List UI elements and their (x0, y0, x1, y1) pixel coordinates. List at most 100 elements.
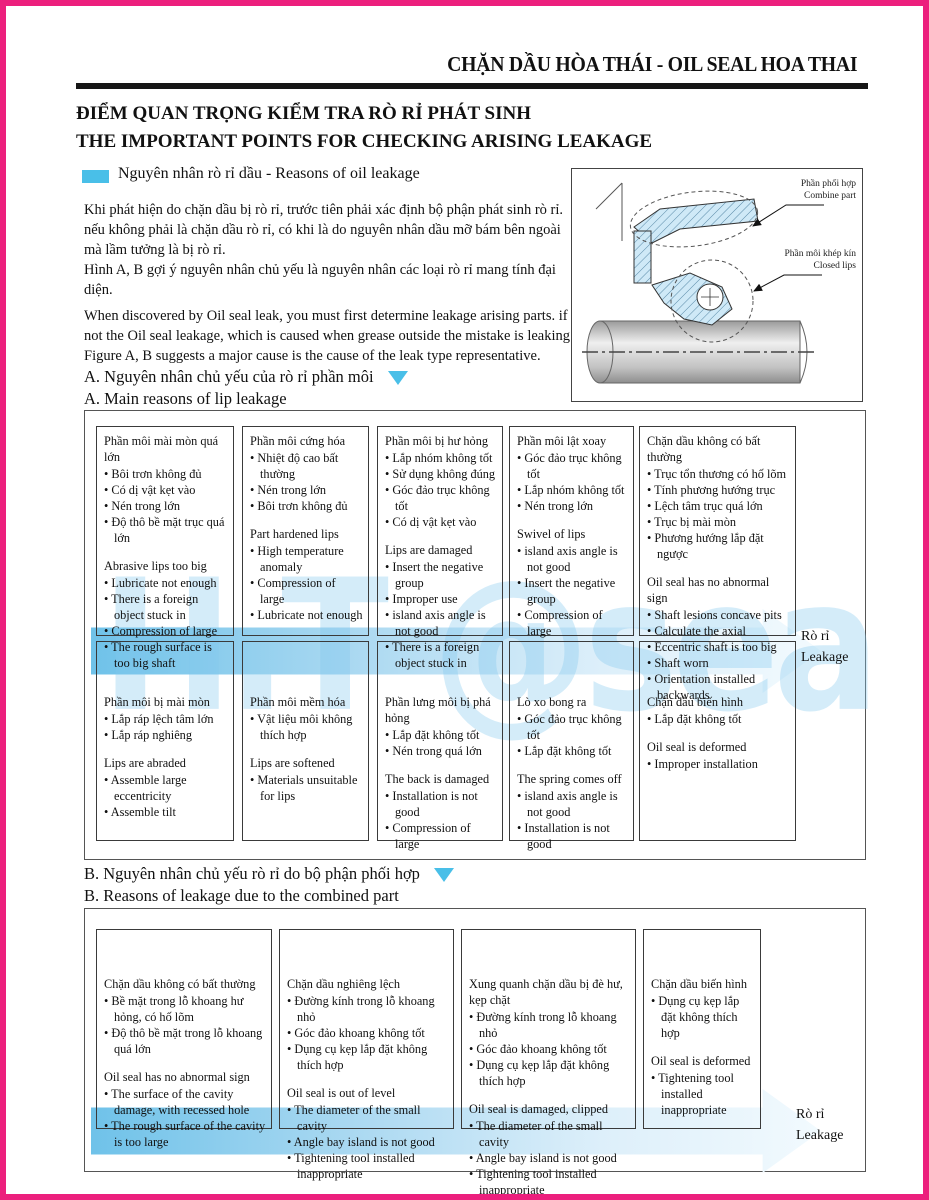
cause-item-en: • There is a foreign object stuck in (385, 639, 480, 670)
cause-item-vi: • Góc đảo trục không tốt (385, 482, 490, 513)
cause-box: Phần môi mềm hóa • Vật liệu môi không thí… (242, 641, 369, 841)
section-b-heading-en: B. Reasons of leakage due to the combine… (84, 886, 399, 905)
cause-item-en: • Compression of large (104, 623, 218, 638)
cause-item-vi: • Dụng cụ kẹp lắp đặt không thích hợp (287, 1041, 428, 1072)
cause-title-vi: Phần môi lật xoay (517, 434, 607, 448)
oil-seal-cross-section-drawing (582, 182, 824, 384)
cause-item-en: • Angle bay island is not good (469, 1150, 617, 1165)
cause-box: Phần môi bị hư hỏng • Lắp nhóm không tốt •… (377, 426, 503, 670)
cause-box: Phần môi mài mòn quá lớn • Bôi trơn không… (96, 426, 234, 670)
cause-item-vi: • Nén trong quá lớn (385, 743, 482, 758)
cause-item-vi: • Góc đảo trục không tốt (517, 711, 622, 742)
cause-item-vi: • Lắp đặt không tốt (385, 727, 480, 742)
cause-item-vi: • Góc đảo khoang không tốt (469, 1041, 607, 1056)
cause-box: Phần môi lật xoay • Góc đảo trục không tố… (509, 426, 634, 638)
cause-item-vi: • Lệch tâm trục quá lớn (647, 498, 763, 513)
cause-item-vi: • Nén trong lớn (250, 482, 327, 497)
cause-title-vi: Chặn dầu biến hình (651, 977, 747, 991)
cause-box: Chặn dầu không có bất thường • Trục tổn t… (639, 426, 796, 702)
page-title-en: THE IMPORTANT POINTS FOR CHECKING ARISIN… (76, 131, 653, 152)
cause-item-vi: • Độ thô bề mặt trục quá lớn (104, 514, 225, 545)
cause-item-vi: • Lắp đặt không tốt (517, 743, 612, 758)
cause-item-en: • Installation is not good (517, 820, 610, 851)
oil-seal-diagram: Phần phối hợp Combine part Phần môi khép… (571, 168, 863, 402)
diagram-label-combine-part: Phần phối hợp Combine part (801, 179, 856, 203)
cause-item-en: • High temperature anomaly (250, 543, 344, 574)
cause-title-en: Oil seal has no abnormal sign (647, 574, 770, 605)
cause-box: Phần lưng môi bị phá hỏng • Lắp đặt không… (377, 641, 503, 851)
cause-title-en: Lips are abraded (104, 755, 186, 770)
leakage-label-a-vi: Rò rỉ (801, 629, 830, 644)
leakage-label-a-en: Leakage (801, 650, 849, 665)
combine-part-label-en: Combine part (804, 190, 856, 201)
section-a-heading-vi-text: A. Nguyên nhân chủ yếu của rò rỉ phần mô… (84, 367, 374, 386)
leakage-label-b-vi: Rò rỉ (796, 1107, 825, 1122)
cause-item-en: • Eccentric shaft is too big (647, 639, 777, 654)
cause-item-vi: • Bôi trơn không đủ (250, 498, 348, 513)
cause-title-vi: Chặn dầu không có bất thường (104, 977, 256, 991)
cause-item-en: • Tightening tool installed inappropriat… (469, 1166, 597, 1197)
cause-item-vi: • Có dị vật kẹt vào (385, 514, 477, 529)
intro-en-line2: Figure A, B suggests a major cause is th… (84, 348, 541, 364)
cause-box: Chặn dầu không có bất thường • Bề mặt tro… (96, 929, 272, 1149)
watermark: H.T @sea (101, 541, 880, 753)
cause-item-en: • island axis angle is not good (385, 607, 486, 638)
cause-title-en: The spring comes off (517, 771, 622, 786)
cause-item-vi: • Phương hướng lắp đặt ngược (647, 530, 764, 561)
intro-paragraph-en: When discovered by Oil seal leak, you mu… (84, 306, 576, 366)
leakage-label-a: Rò rỉ Leakage (801, 626, 848, 668)
cause-item-vi: • Tính phương hướng trục (647, 482, 776, 497)
cause-item-en: • Lubricate not enough (250, 607, 363, 622)
leakage-label-b-en: Leakage (796, 1128, 844, 1143)
header-brand: CHẶN DẦU HÒA THÁI - OIL SEAL HOA THAI (446, 52, 857, 76)
cause-item-en: • Assemble tilt (104, 804, 176, 819)
cause-item-vi: • Lắp nhóm không tốt (385, 450, 493, 465)
cause-item-vi: • Nhiệt độ cao bất thường (250, 450, 339, 481)
page-title-vi: ĐIỂM QUAN TRỌNG KIỂM TRA RÒ RỈ PHÁT SINH (76, 103, 532, 124)
cause-box: Chặn dầu biến hình • Dụng cụ kẹp lắp đặt … (643, 929, 761, 1129)
cause-title-vi: Xung quanh chặn dầu bị đè hư, kẹp chặt (469, 977, 623, 1007)
section-a-heading-vi: A. Nguyên nhân chủ yếu của rò rỉ phần mô… (84, 367, 408, 387)
cause-item-en: • Shaft lesions concave pits (647, 607, 782, 622)
cause-item-vi: • Trục tổn thương có hố lõm (647, 466, 787, 481)
intro-vi-line2: Hình A, B gợi ý nguyên nhân chủ yếu là n… (84, 262, 556, 298)
cause-item-vi: • Dụng cụ kẹp lắp đặt không thích hợp (469, 1057, 610, 1088)
cause-item-en: • Insert the negative group (385, 559, 484, 590)
closed-lips-label-en: Closed lips (813, 260, 857, 271)
cause-item-vi: • Lắp ráp nghiêng (104, 727, 192, 742)
cause-item-en: • Tightening tool installed inappropriat… (651, 1070, 734, 1117)
cause-title-en: Lips are damaged (385, 542, 473, 557)
legend-swatch (82, 170, 109, 183)
cause-box: Phần môi bị mài mòn • Lắp ráp lệch tâm lớ… (96, 641, 234, 841)
cause-item-en: • Insert the negative group (517, 575, 616, 606)
cause-item-vi: • Dụng cụ kẹp lắp đặt không thích hợp (651, 993, 740, 1040)
cause-item-en: • Angle bay island is not good (287, 1134, 435, 1149)
section-a-heading-en: A. Main reasons of lip leakage (84, 389, 287, 408)
cause-item-vi: • Lắp ráp lệch tâm lớn (104, 711, 214, 726)
diagram-label-closed-lips: Phần môi khép kín Closed lips (784, 249, 856, 273)
cause-item-en: • Improper use (385, 591, 458, 606)
closed-lips-label-vi: Phần môi khép kín (784, 249, 856, 259)
cause-title-vi: Lò xo bong ra (517, 695, 587, 709)
cause-title-en: Oil seal is deformed (651, 1053, 751, 1068)
leakage-label-b: Rò rỉ Leakage (796, 1104, 843, 1146)
cause-item-en: • island axis angle is not good (517, 788, 618, 819)
cause-title-vi: Phần môi cứng hóa (250, 434, 346, 448)
cause-item-vi: • Có dị vật kẹt vào (104, 482, 196, 497)
cause-box: Chặn dầu biến hình • Lắp đặt không tốt Oil… (639, 641, 796, 841)
cause-item-vi: • Bôi trơn không đủ (104, 466, 202, 481)
cause-item-vi: • Lắp đặt không tốt (647, 711, 742, 726)
cause-item-en: • Lubricate not enough (104, 575, 217, 590)
cause-item-en: • The surface of the cavity damage, with… (104, 1086, 250, 1117)
cause-title-en: Oil seal is deformed (647, 739, 747, 754)
cause-title-en: Lips are softened (250, 755, 335, 770)
cause-box: Xung quanh chặn dầu bị đè hư, kẹp chặt • … (461, 929, 636, 1194)
legend-label: Nguyên nhân rò rỉ dầu - Reasons of oil l… (118, 165, 420, 182)
cause-item-en: • Tightening tool installed inappropriat… (287, 1150, 415, 1181)
cause-title-en: Oil seal is damaged, clipped (469, 1101, 608, 1116)
down-triangle-icon (434, 868, 455, 882)
section-b-heading-vi: B. Nguyên nhân chủ yếu rò rỉ do bộ phận … (84, 864, 455, 884)
cause-item-vi: • Sử dụng không đúng (385, 466, 496, 481)
cause-box: Phần môi cứng hóa • Nhiệt độ cao bất thườ… (242, 426, 369, 636)
